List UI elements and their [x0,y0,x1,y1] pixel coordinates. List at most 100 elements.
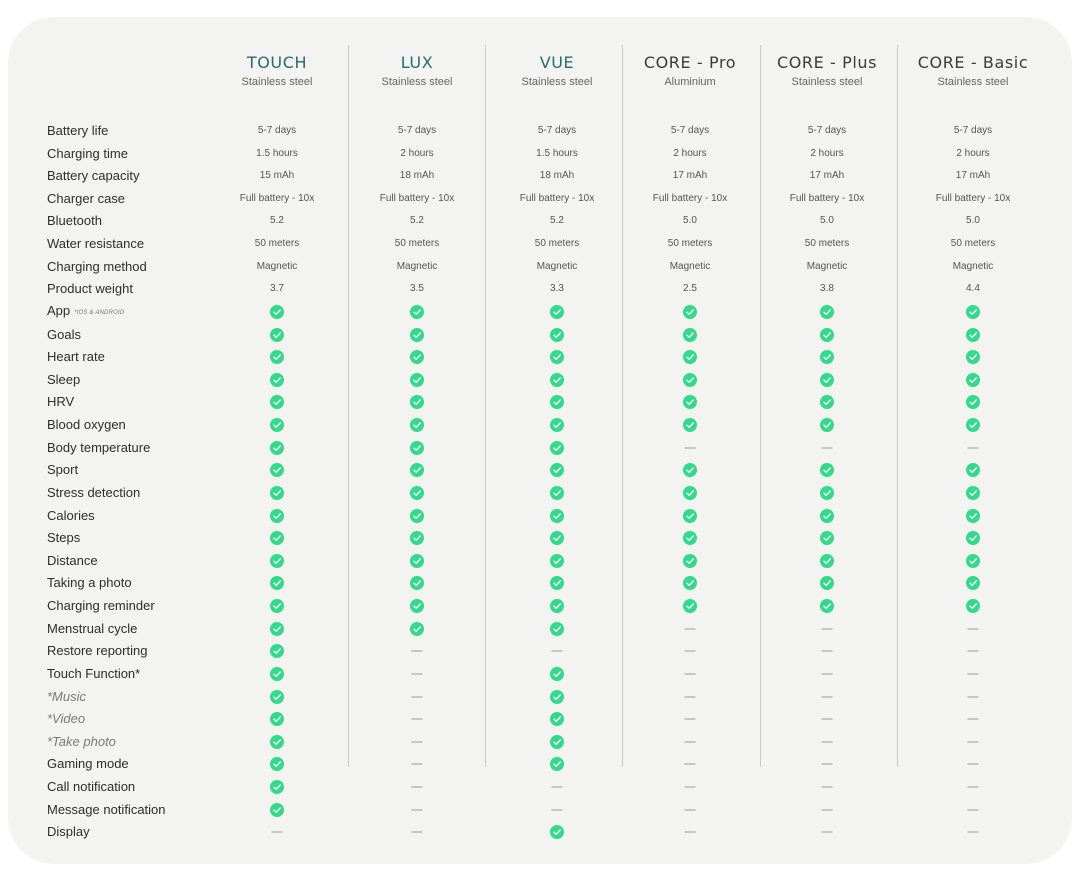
check-circle-icon [410,440,424,455]
table-cell [270,802,284,817]
table-cell [550,485,564,500]
table-cell: 18 mAh [540,170,574,182]
cell-value: 17 mAh [955,170,991,182]
table-cell [684,741,696,743]
row-label-product-weight: Product weight [47,281,133,297]
table-cell [820,304,834,319]
dash-icon [411,718,423,720]
column-header-vue: VUE Stainless steel [522,52,593,89]
dash-icon [967,809,979,811]
table-cell [550,395,564,410]
check-circle-icon [820,372,834,387]
row-label-video: *Video [47,711,85,727]
table-cell [967,741,979,743]
dash-icon [967,628,979,630]
check-circle-icon [550,350,564,365]
cell-value: 3.7 [270,283,284,295]
table-cell [270,304,284,319]
table-cell [820,531,834,546]
table-cell [550,553,564,568]
check-circle-icon [820,485,834,500]
table-cell [683,531,697,546]
table-cell: 5-7 days [808,125,846,137]
dash-icon [967,763,979,765]
table-cell [270,327,284,342]
table-cell: 2 hours [400,148,433,160]
table-cell: 5-7 days [954,125,992,137]
row-label-body-temperature: Body temperature [47,440,150,456]
table-cell: 1.5 hours [256,148,298,160]
table-cell: Full battery - 10x [380,193,454,205]
row-label-text: Gaming mode [47,756,129,772]
table-cell: Magnetic [953,261,994,273]
cell-value: 5-7 days [257,125,297,136]
table-cell [683,418,697,433]
table-cell [410,553,424,568]
check-circle-icon [683,327,697,342]
row-label-steps: Steps [47,530,80,546]
check-circle-icon [410,599,424,614]
table-cell [821,628,833,630]
table-cell [410,327,424,342]
table-cell [821,831,833,833]
dash-icon [684,696,696,697]
cell-value: 3.5 [410,283,424,295]
table-cell [821,696,833,697]
table-cell [967,673,979,675]
dash-icon [684,718,696,720]
dash-icon [684,447,696,449]
check-circle-icon [820,463,834,478]
table-cell [684,831,696,833]
table-cell [821,763,833,765]
table-cell [684,673,696,675]
dash-icon [821,673,833,675]
table-cell [684,628,696,630]
row-label-text: Battery capacity [47,168,140,184]
check-circle-icon [683,508,697,523]
row-label-take-photo: *Take photo [47,734,116,750]
table-cell [683,372,697,387]
check-circle-icon [270,576,284,591]
check-circle-icon [550,304,564,319]
row-label-text: Taking a photo [47,575,132,591]
check-circle-icon [270,666,284,681]
table-cell [821,447,833,449]
table-cell [967,696,979,697]
table-cell [684,447,696,449]
row-label-blood-oxygen: Blood oxygen [47,417,126,433]
row-label-water-resistance: Water resistance [47,236,144,252]
check-circle-icon [550,508,564,523]
cell-value: 3.3 [550,283,564,295]
dash-icon [551,650,563,652]
table-cell: 5.2 [550,215,564,227]
cell-value: Magnetic [952,260,994,272]
table-cell [966,327,980,342]
check-circle-icon [550,327,564,342]
check-circle-icon [966,508,980,523]
check-circle-icon [550,463,564,478]
dash-icon [821,786,833,788]
check-circle-icon [550,712,564,727]
cell-value: Full battery - 10x [519,192,595,204]
check-circle-icon [410,508,424,523]
dash-icon [821,741,833,743]
table-cell: 15 mAh [260,170,294,182]
table-cell [820,463,834,478]
table-cell: Full battery - 10x [520,193,594,205]
column-header-core-basic: CORE - Basic Stainless steel [918,52,1029,89]
table-cell [820,599,834,614]
table-cell [410,440,424,455]
cell-value: Magnetic [669,260,711,272]
check-circle-icon [410,395,424,410]
row-label-battery-life: Battery life [47,123,108,139]
check-circle-icon [820,395,834,410]
cell-value: 5.2 [410,215,424,227]
table-cell [967,718,979,720]
dash-icon [411,831,423,833]
table-cell [270,712,284,727]
table-cell [684,809,696,811]
check-circle-icon [820,350,834,365]
table-cell [966,599,980,614]
check-circle-icon [550,621,564,636]
cell-value: 5.0 [820,215,834,227]
